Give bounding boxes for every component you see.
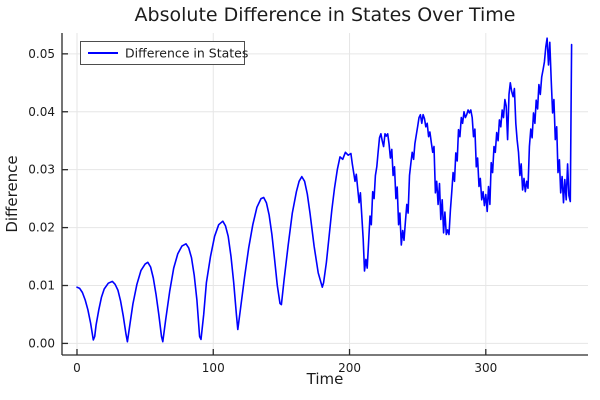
series-layer xyxy=(76,37,573,343)
x-tick-label: 0 xyxy=(73,361,81,375)
x-axis-label: Time xyxy=(306,370,344,388)
axis-layer: 0 100 200 300 0.00 0.01 0.02 0.03 0.04 0.05 xyxy=(28,33,588,375)
x-tick-label: 100 xyxy=(202,361,225,375)
y-tick-label: 0.02 xyxy=(28,221,55,235)
grid-layer xyxy=(62,33,588,355)
y-tick-label: 0.04 xyxy=(28,105,55,119)
y-tick-label: 0.05 xyxy=(28,47,55,61)
y-tick-label: 0.00 xyxy=(28,336,55,350)
x-tick-label: 200 xyxy=(338,361,361,375)
y-tick-label: 0.01 xyxy=(28,279,55,293)
legend: Difference in States xyxy=(80,41,248,65)
y-tick-label: 0.03 xyxy=(28,163,55,177)
x-tick-label: 300 xyxy=(474,361,497,375)
chart-title: Absolute Difference in States Over Time xyxy=(135,4,516,26)
difference-series-line xyxy=(76,37,573,343)
legend-label: Difference in States xyxy=(125,46,248,61)
y-axis-label: Difference xyxy=(3,155,21,232)
legend-box xyxy=(80,41,245,65)
